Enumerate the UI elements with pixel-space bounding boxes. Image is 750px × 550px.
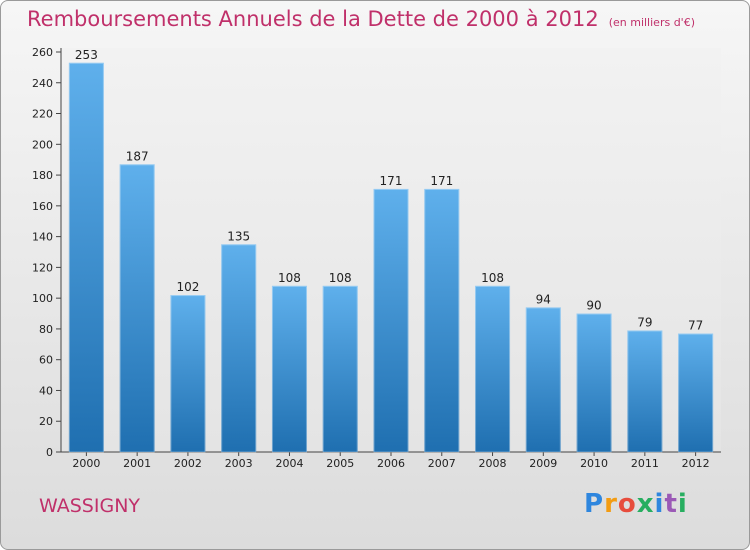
- x-tick-label: 2007: [428, 457, 456, 470]
- y-tick-label: 120: [32, 261, 53, 274]
- y-tick-label: 140: [32, 231, 53, 244]
- bar-highlight: [475, 285, 511, 453]
- chart-unit-label: (en milliers d'€): [608, 16, 695, 29]
- bar: [322, 285, 358, 452]
- y-tick-label: 40: [39, 384, 53, 397]
- axes: 0 20 40 60 80 100 120 140 160 180 200 220 240 260 2000…: [32, 46, 721, 470]
- x-tick-label: 2005: [326, 457, 354, 470]
- bar-highlight: [678, 333, 714, 453]
- proxiti-logo: Proxiti: [584, 489, 688, 519]
- bar-highlight: [373, 188, 409, 453]
- bar-highlight: [627, 330, 663, 453]
- bar-value-label: 253: [75, 48, 98, 62]
- bar-value-label: 108: [481, 271, 504, 285]
- y-tick-label: 60: [39, 354, 53, 367]
- bars-group: [68, 62, 714, 453]
- y-tick-label: 160: [32, 200, 53, 213]
- bar-value-label: 79: [637, 315, 652, 329]
- bar-highlight: [271, 285, 307, 453]
- bar-value-label: 171: [430, 174, 453, 188]
- y-tick-label: 80: [39, 323, 53, 336]
- bar-value-label: 108: [278, 271, 301, 285]
- y-tick-label: 0: [46, 446, 53, 459]
- bar-highlight: [322, 285, 358, 453]
- bar-highlight: [119, 164, 155, 453]
- bar: [170, 295, 206, 452]
- x-tick-label: 2011: [631, 457, 659, 470]
- y-tick-label: 180: [32, 169, 53, 182]
- bar-value-label: 108: [329, 271, 352, 285]
- bar: [373, 188, 409, 452]
- y-tick-label: 20: [39, 415, 53, 428]
- y-tick-label: 100: [32, 292, 53, 305]
- y-tick-label: 260: [32, 46, 53, 59]
- x-tick-label: 2009: [529, 457, 557, 470]
- bar: [525, 307, 561, 452]
- bar: [221, 244, 257, 452]
- bar-value-label: 77: [688, 319, 703, 333]
- bar-highlight: [221, 244, 257, 453]
- bar-value-label: 94: [536, 292, 551, 306]
- bar-highlight: [170, 295, 206, 453]
- bar: [424, 188, 460, 452]
- x-tick-label: 2010: [580, 457, 608, 470]
- bar-value-label: 187: [126, 149, 149, 163]
- x-tick-label: 2003: [225, 457, 253, 470]
- bar-highlight: [525, 307, 561, 453]
- x-tick-label: 2004: [275, 457, 303, 470]
- bar: [68, 62, 104, 453]
- x-tick-label: 2001: [123, 457, 151, 470]
- bar-value-label: 171: [380, 174, 403, 188]
- chart-title-text: Remboursements Annuels de la Dette de 20…: [27, 7, 599, 31]
- x-tick-label: 2002: [174, 457, 202, 470]
- bar-value-label: 102: [176, 280, 199, 294]
- y-tick-label: 220: [32, 108, 53, 121]
- value-labels-group: 253 187 102 135 108 108 171 171 108 94 90 79 77: [75, 48, 703, 333]
- bar: [475, 285, 511, 452]
- y-tick-label: 200: [32, 138, 53, 151]
- chart-title: Remboursements Annuels de la Dette de 20…: [27, 7, 695, 31]
- x-tick-label: 2008: [479, 457, 507, 470]
- bar: [678, 333, 714, 452]
- bar-highlight: [424, 188, 460, 453]
- x-tick-label: 2006: [377, 457, 405, 470]
- bar-value-label: 90: [586, 299, 601, 313]
- bar-highlight: [68, 62, 104, 453]
- bar: [271, 285, 307, 452]
- x-tick-label: 2000: [72, 457, 100, 470]
- bar-value-label: 135: [227, 229, 250, 243]
- bar-highlight: [576, 313, 612, 453]
- bar: [627, 330, 663, 452]
- y-tick-label: 240: [32, 77, 53, 90]
- x-tick-label: 2012: [682, 457, 710, 470]
- city-name: WASSIGNY: [39, 495, 141, 517]
- bar: [576, 313, 612, 452]
- bar: [119, 164, 155, 453]
